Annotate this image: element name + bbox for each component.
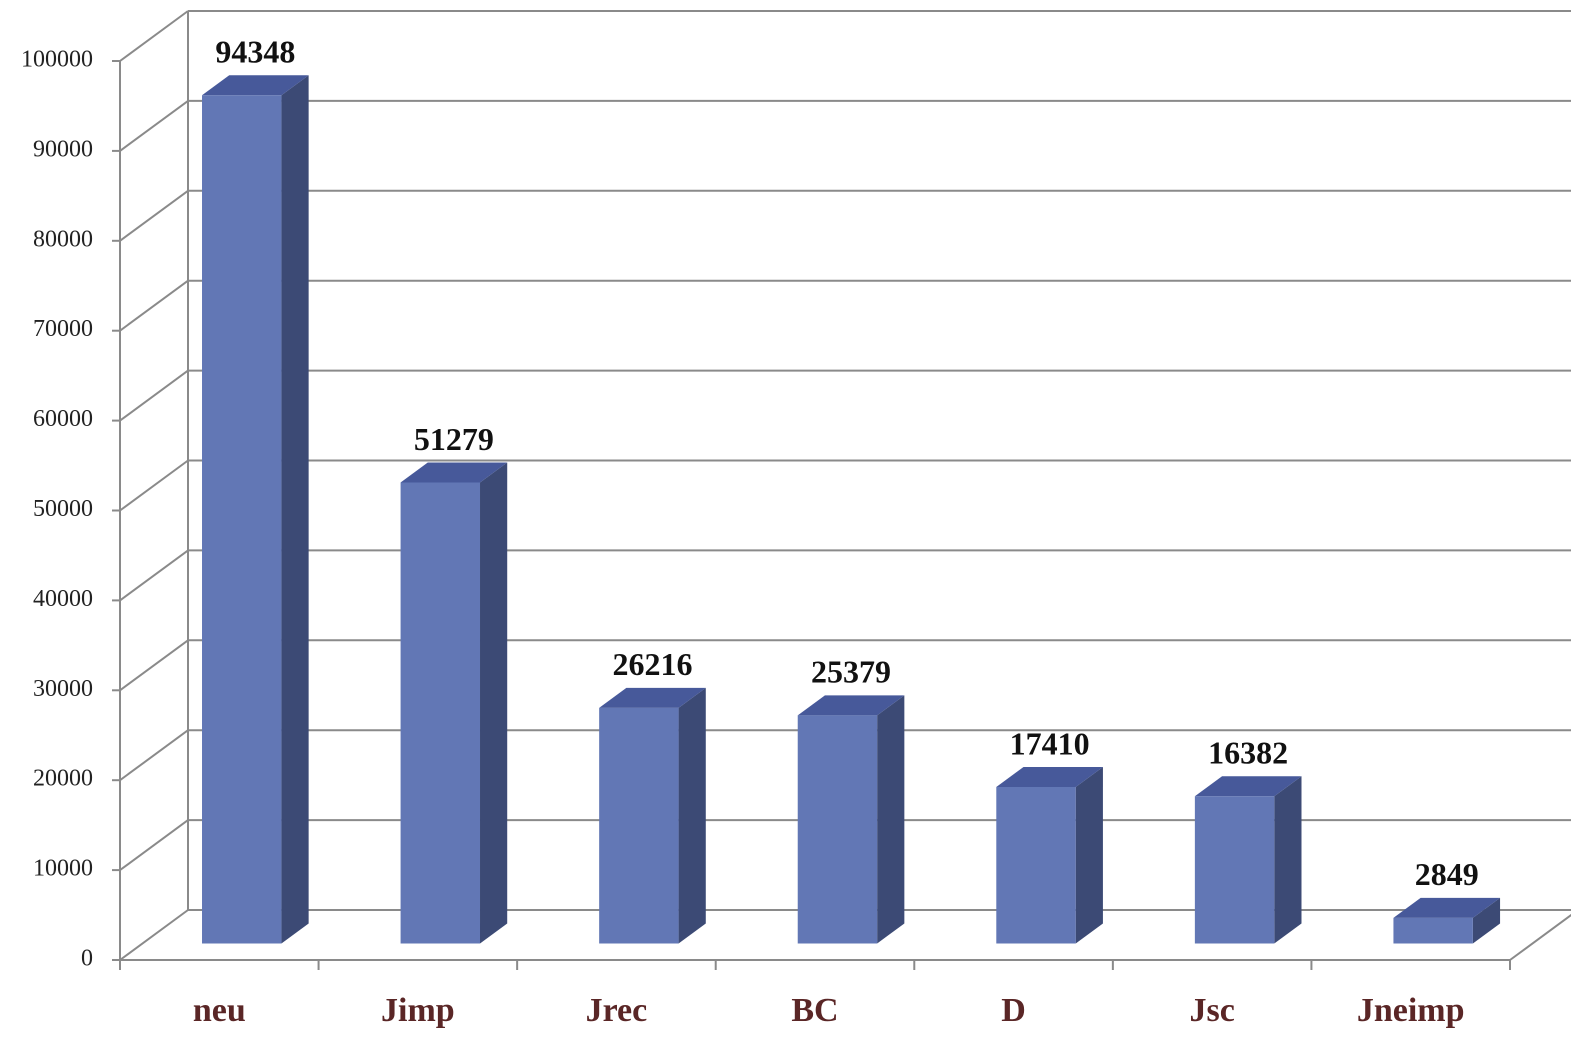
grid-line [119, 909, 189, 961]
bar-top [599, 687, 706, 708]
x-tick-label: neu [193, 992, 246, 1029]
y-tick-label: 50000 [33, 496, 93, 522]
bar-top [1194, 776, 1302, 797]
bar-side [877, 695, 905, 944]
bar-top [996, 766, 1103, 787]
grid-line [119, 549, 189, 602]
bar [797, 715, 878, 944]
bar-top [797, 695, 905, 716]
grid-line [119, 279, 189, 332]
bar [1194, 796, 1275, 944]
data-label: 26216 [612, 646, 692, 682]
x-tick-label: BC [791, 992, 838, 1029]
y-tick-label: 0 [81, 946, 93, 972]
grid-line [119, 639, 189, 692]
x-tick-label: Jrec [586, 992, 648, 1029]
bar-top [202, 75, 309, 96]
bar [996, 786, 1076, 944]
bar-top [1393, 897, 1501, 918]
x-tick-label: Jsc [1189, 992, 1234, 1029]
grid-line [119, 100, 189, 152]
bar [400, 482, 481, 944]
data-label: 17410 [1010, 725, 1090, 761]
bar [599, 707, 679, 944]
bar-side [1472, 897, 1501, 944]
y-tick-label: 30000 [33, 676, 93, 702]
grid-line [119, 729, 189, 782]
data-label: 16382 [1208, 735, 1288, 771]
y-tick-label: 70000 [33, 316, 93, 342]
y-tick-label: 10000 [33, 856, 93, 882]
y-tick-label: 60000 [33, 406, 93, 432]
grid-line [119, 189, 189, 242]
bar-side [1274, 776, 1302, 944]
bar-top [400, 462, 508, 483]
bar-side [480, 462, 508, 944]
bar-side [678, 687, 706, 944]
data-label: 2849 [1415, 856, 1479, 892]
bar [1393, 917, 1473, 944]
grid-line [119, 819, 189, 871]
x-tick-label: Jneimp [1357, 992, 1465, 1029]
grid-line [119, 459, 189, 512]
data-label: 25379 [811, 654, 891, 690]
data-label: 51279 [414, 421, 494, 457]
y-tick-label: 90000 [33, 136, 93, 162]
y-tick-label: 100000 [21, 47, 93, 73]
floor-edge [1509, 913, 1571, 961]
y-tick-label: 80000 [33, 226, 93, 252]
data-label: 94348 [215, 34, 295, 70]
x-tick-label: D [1001, 992, 1026, 1029]
y-tick-label: 40000 [33, 586, 93, 612]
grid-line [119, 369, 189, 422]
bar-side [281, 75, 309, 944]
grid-line [119, 10, 189, 62]
y-tick-label: 20000 [33, 766, 93, 792]
x-tick-label: Jimp [381, 992, 455, 1029]
bar [202, 95, 282, 944]
bar-side [1075, 766, 1103, 944]
